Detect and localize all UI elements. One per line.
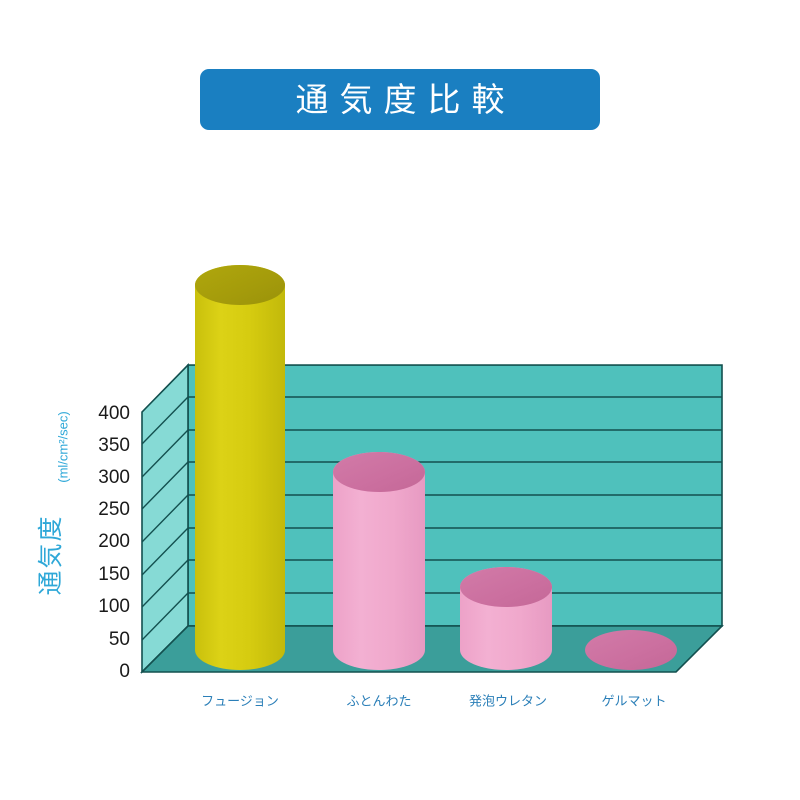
y-axis-ticks: 0 50 100 150 200 250 300 350 400	[98, 403, 130, 682]
y-axis-title-main: 通気度	[36, 514, 65, 595]
y-tick-0: 0	[119, 661, 130, 682]
bar-fusion[interactable]	[195, 265, 285, 670]
y-tick-50: 50	[109, 629, 130, 650]
category-label-futonwata: ふとんわた	[346, 695, 411, 710]
bar-urethane-foam-top	[460, 567, 552, 607]
page-title: 通気度比較	[295, 80, 516, 119]
category-label-urethane-foam: 発泡ウレタン	[469, 695, 547, 710]
y-axis-title-unit: (ml/cm²/sec)	[55, 411, 70, 483]
bar-futonwata-body	[333, 452, 425, 670]
bar-futonwata-top	[333, 452, 425, 492]
bar-fusion-body	[195, 265, 285, 670]
y-axis-unit: (ml/cm²/sec)	[55, 411, 70, 483]
bar-gel-mat[interactable]	[585, 630, 677, 670]
bar-urethane-foam[interactable]	[460, 567, 552, 670]
bar-futonwata[interactable]	[333, 452, 425, 670]
bar-fusion-top	[195, 265, 285, 305]
y-tick-250: 250	[98, 499, 130, 520]
bar-gel-mat-top	[585, 630, 677, 670]
x-axis-categories: フュージョン ふとんわた 発泡ウレタン ゲルマット	[201, 695, 666, 710]
y-tick-100: 100	[98, 596, 130, 617]
category-label-gel-mat: ゲルマット	[601, 695, 666, 710]
category-label-fusion: フュージョン	[201, 695, 279, 710]
plot-side-wall	[141, 363, 189, 674]
y-axis-title: 通気度	[36, 514, 65, 595]
y-tick-150: 150	[98, 564, 130, 585]
y-tick-200: 200	[98, 531, 130, 552]
y-tick-300: 300	[98, 467, 130, 488]
chart-title-banner: 通気度比較	[200, 69, 600, 130]
y-tick-350: 350	[98, 435, 130, 456]
y-tick-400: 400	[98, 403, 130, 424]
